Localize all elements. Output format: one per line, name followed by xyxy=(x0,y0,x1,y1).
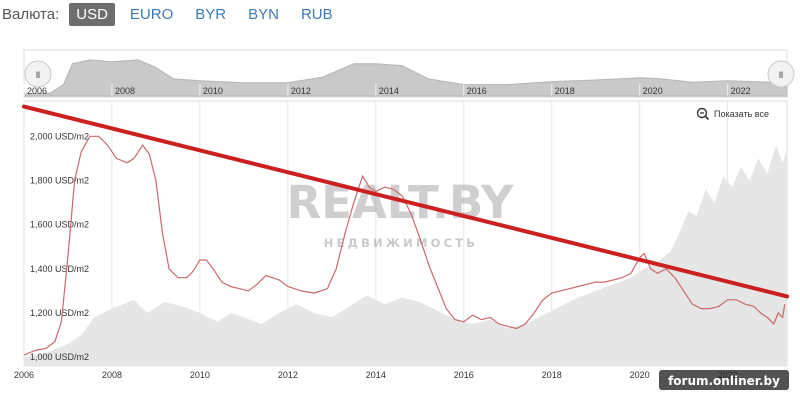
navigator-handle-left[interactable]: ll xyxy=(24,60,52,88)
navigator-year-label: 2014 xyxy=(379,86,399,96)
x-tick-label: 2014 xyxy=(366,370,386,380)
x-tick-label: 2020 xyxy=(630,370,650,380)
navigator-area xyxy=(23,59,788,97)
currency-button-euro[interactable]: EURO xyxy=(129,5,174,23)
currency-label: Валюта: xyxy=(2,5,60,23)
x-tick-label: 2008 xyxy=(102,370,122,380)
credit-badge: forum.onliner.by xyxy=(659,370,789,390)
y-tick-label: 1,000 USD/m2 xyxy=(30,352,89,362)
y-tick-label: 1,200 USD/m2 xyxy=(30,308,89,318)
navigator-year-label: 2008 xyxy=(115,86,135,96)
currency-button-rub[interactable]: RUB xyxy=(300,5,333,23)
y-tick-label: 1,600 USD/m2 xyxy=(30,220,89,230)
x-tick-label: 2006 xyxy=(14,370,34,380)
navigator-year-label: 2020 xyxy=(643,86,663,96)
navigator-year-label: 2012 xyxy=(291,86,311,96)
x-tick-label: 2010 xyxy=(190,370,210,380)
show-all-button[interactable]: Показать все xyxy=(696,107,769,121)
left-handle-glyph: ll xyxy=(36,70,40,80)
y-tick-label: 1,800 USD/m2 xyxy=(30,176,89,186)
credit-text: forum.onliner.by xyxy=(668,374,780,388)
volume-area xyxy=(24,145,787,366)
x-tick-label: 2016 xyxy=(454,370,474,380)
zoom-out-icon xyxy=(696,107,708,119)
currency-selector: Валюта: USD EURO BYR BYN RUB xyxy=(0,0,348,28)
navigator-year-label: 2010 xyxy=(203,86,223,96)
trend-line xyxy=(22,104,789,299)
y-tick-label: 1,400 USD/m2 xyxy=(30,264,89,274)
navigator-axis: 2006 2008 2010 2012 2014 2016 2018 2020 2022 xyxy=(23,84,751,96)
navigator-year-label: 2016 xyxy=(467,86,487,96)
right-handle-glyph: ll xyxy=(779,70,783,80)
currency-button-byr[interactable]: BYR xyxy=(195,5,227,23)
y-axis-labels: 1,000 USD/m2 1,200 USD/m2 1,400 USD/m2 1,60… xyxy=(30,131,89,362)
navigator-handle-right[interactable]: ll xyxy=(767,60,795,88)
y-tick-label: 2,000 USD/m2 xyxy=(30,131,89,141)
x-tick-label: 2012 xyxy=(278,370,298,380)
currency-button-byn[interactable]: BYN xyxy=(248,5,279,23)
x-tick-label: 2018 xyxy=(542,370,562,380)
currency-button-usd[interactable]: USD xyxy=(69,2,115,26)
show-all-label: Показать все xyxy=(714,109,769,119)
navigator-year-label: 2022 xyxy=(731,86,751,96)
navigator-year-label: 2018 xyxy=(555,86,575,96)
watermark-subtitle: НЕДВИЖИМОСТЬ xyxy=(324,236,478,250)
navigator-year-label: 2006 xyxy=(27,86,47,96)
price-line xyxy=(23,135,786,356)
